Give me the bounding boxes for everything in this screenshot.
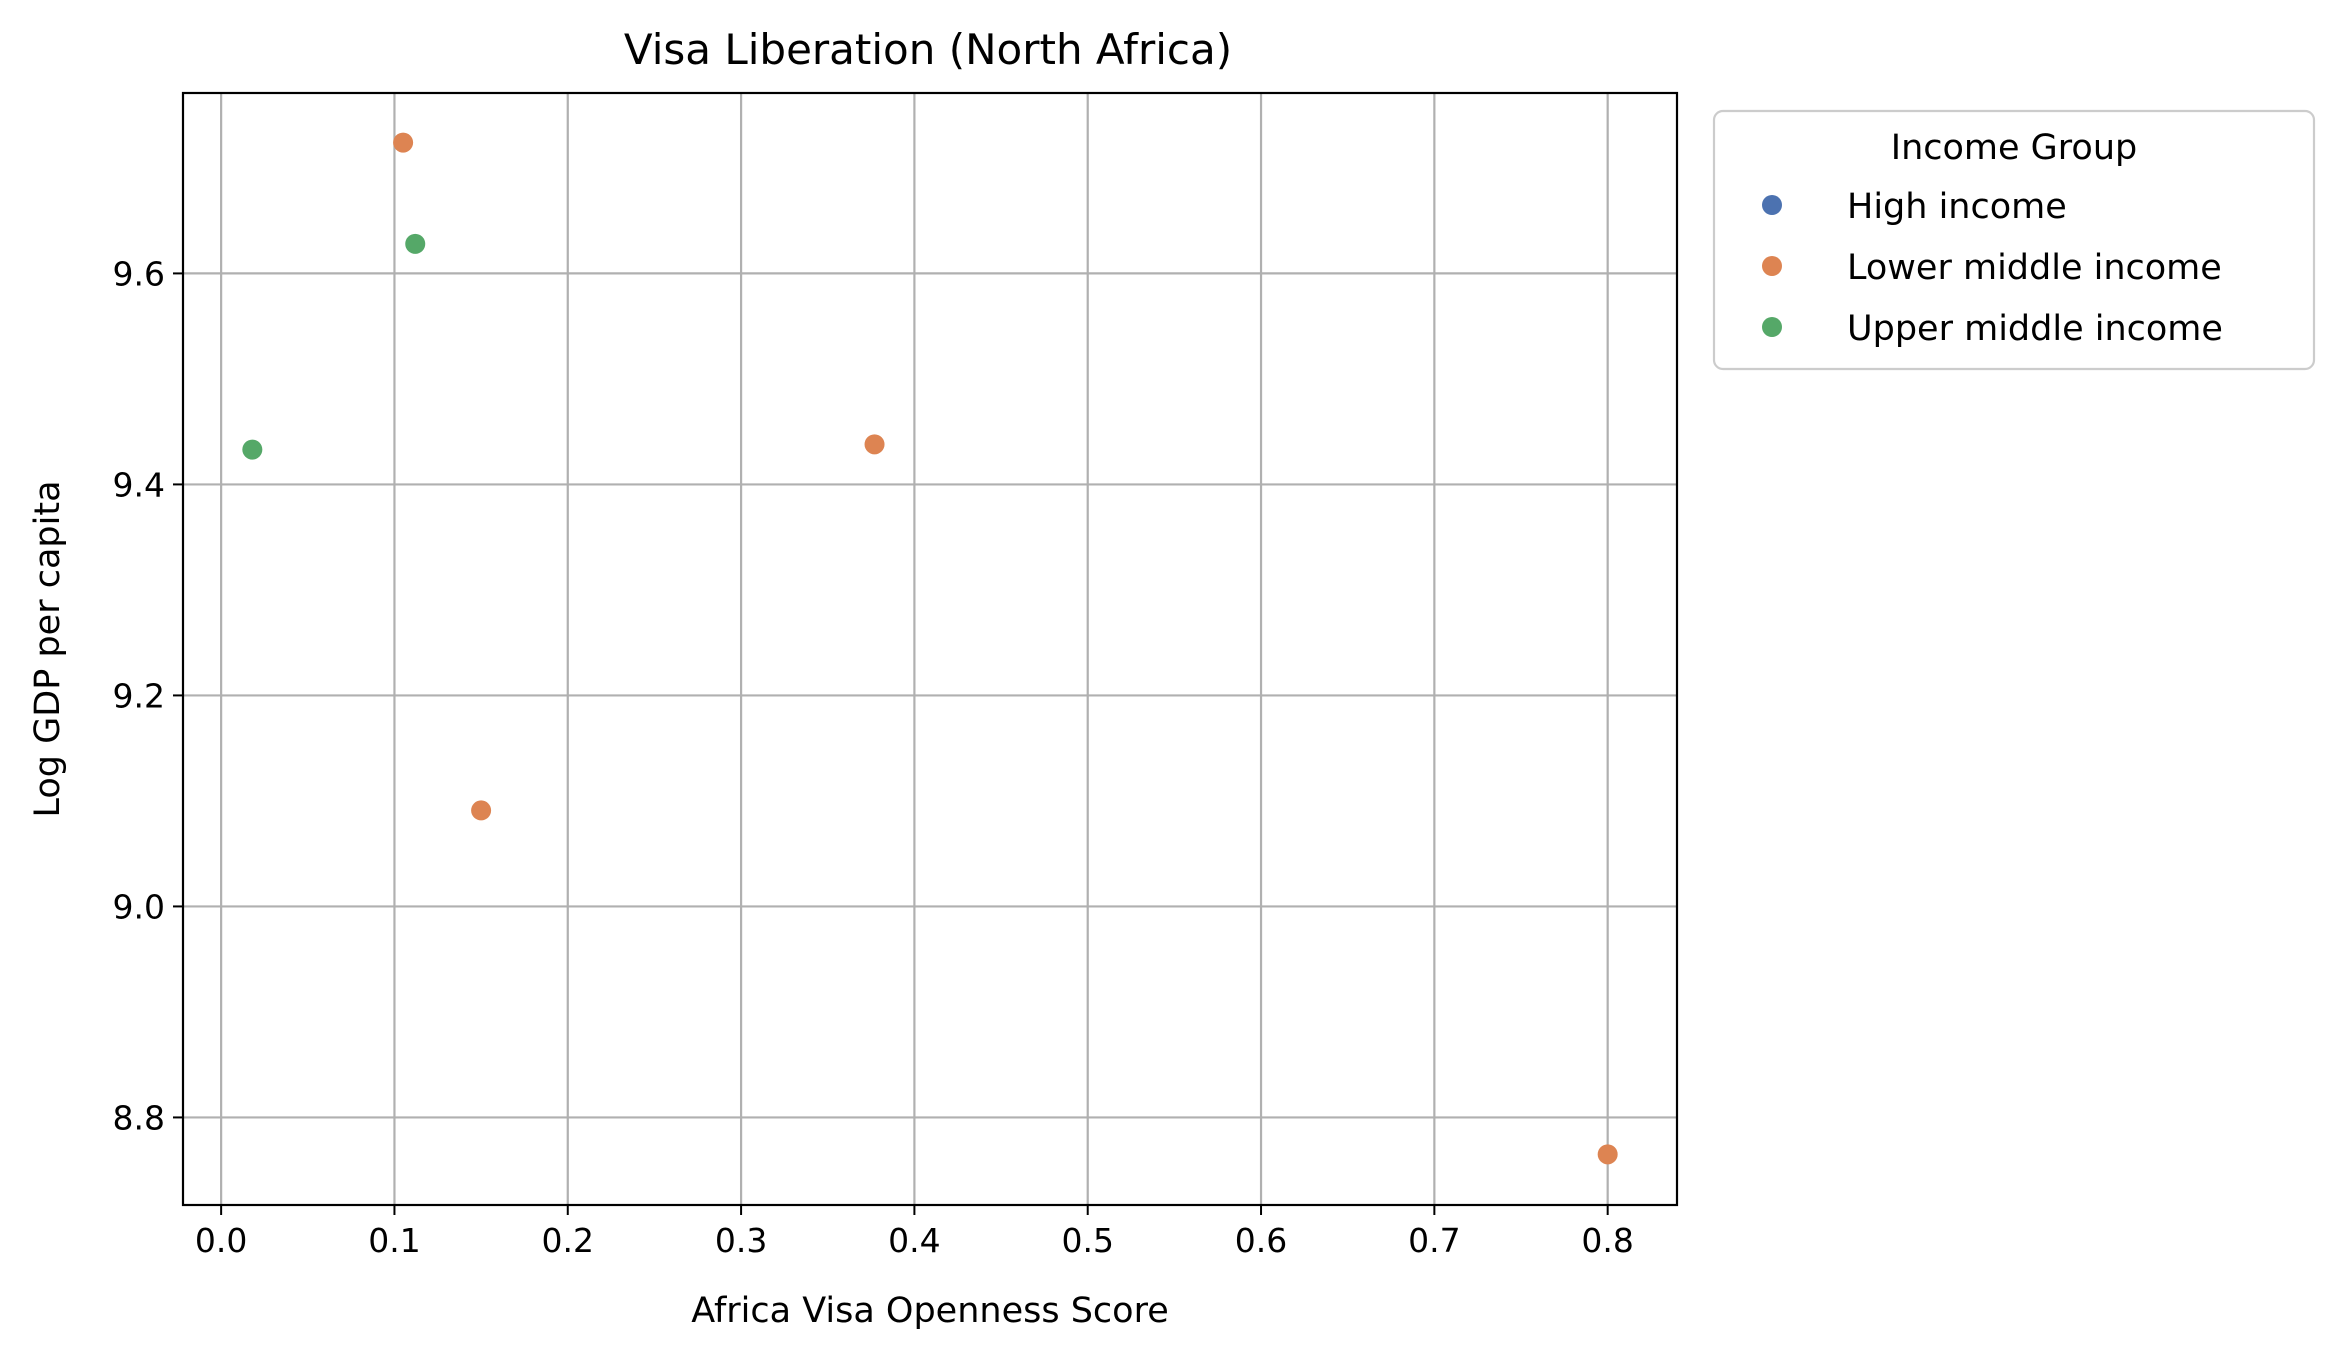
- legend-title: Income Group: [1891, 128, 2137, 168]
- legend-label-high-income: High income: [1847, 187, 2067, 227]
- y-axis-label: Log GDP per capita: [28, 480, 68, 817]
- legend-frame: [1712, 109, 2316, 371]
- x-tick-label: 0.7: [1408, 1221, 1460, 1260]
- legend-marker-lower-middle-income: [1762, 256, 1782, 276]
- point-lower-middle-income: [864, 434, 885, 455]
- point-upper-middle-income: [242, 439, 263, 460]
- legend-items: High income Lower middle income Upper midd…: [1762, 187, 2223, 349]
- legend: Income Group High income Lower middle inc…: [1712, 109, 2316, 371]
- legend-marker-high-income: [1762, 195, 1782, 215]
- y-tick-label: 9.6: [113, 254, 165, 293]
- legend-label-lower-middle-income: Lower middle income: [1847, 248, 2222, 288]
- x-tick-label: 0.3: [715, 1221, 767, 1260]
- x-tick-label: 0.4: [888, 1221, 940, 1260]
- chart-title: Visa Liberation (North Africa): [624, 25, 1232, 74]
- point-lower-middle-income: [393, 132, 414, 153]
- axis-ticks: 0.0 0.1 0.2 0.3 0.4 0.5 0.6 0.7 0.8 8.8 9.0 9.2 9.4 9…: [113, 254, 1634, 1260]
- x-tick-label: 0.2: [542, 1221, 594, 1260]
- legend-label-upper-middle-income: Upper middle income: [1847, 309, 2223, 349]
- y-tick-label: 9.4: [113, 465, 165, 504]
- point-lower-middle-income: [471, 800, 492, 821]
- x-tick-label: 0.8: [1581, 1221, 1633, 1260]
- legend-marker-upper-middle-income: [1762, 317, 1782, 337]
- plot-frame: [181, 91, 1679, 1207]
- y-tick-label: 8.8: [113, 1098, 165, 1137]
- point-upper-middle-income: [405, 233, 426, 254]
- x-tick-label: 0.5: [1061, 1221, 1113, 1260]
- data-points: [242, 132, 1618, 1165]
- y-tick-label: 9.2: [113, 676, 165, 715]
- grid-lines: [183, 93, 1677, 1205]
- y-tick-label: 9.0: [113, 887, 165, 926]
- point-lower-middle-income: [1597, 1144, 1618, 1165]
- x-tick-label: 0.6: [1235, 1221, 1287, 1260]
- x-tick-label: 0.0: [195, 1221, 247, 1260]
- x-tick-label: 0.1: [368, 1221, 420, 1260]
- x-axis-label: Africa Visa Openness Score: [691, 1291, 1168, 1331]
